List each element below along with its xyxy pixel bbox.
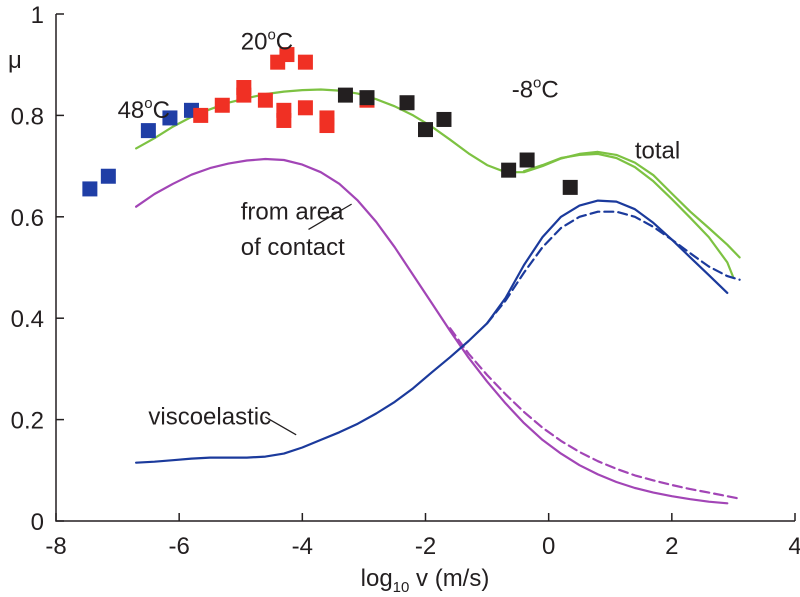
x-tick-label: -8: [45, 533, 66, 560]
y-tick-label: 0.8: [11, 103, 44, 130]
marker-minus8c: [501, 162, 517, 178]
marker-20c: [276, 102, 292, 118]
annotation-viscoelastic: viscoelastic: [148, 404, 271, 431]
annotation--8-c: -8oC: [512, 75, 559, 104]
marker-minus8c: [562, 179, 578, 195]
marker-minus8c: [519, 152, 535, 168]
marker-minus8c: [359, 90, 375, 106]
x-tick-label: -4: [292, 533, 313, 560]
curve-from-area-of-contact: [135, 157, 729, 505]
marker-48c: [162, 110, 178, 126]
marker-20c: [257, 92, 273, 108]
x-tick-label: -2: [415, 533, 436, 560]
marker-20c: [236, 80, 252, 96]
curve-total: [522, 152, 735, 279]
annotation-of-contact: of contact: [241, 234, 345, 261]
annotation-leader: [308, 203, 352, 231]
x-tick-label: 0: [542, 533, 555, 560]
annotations: 20oC 48oC -8oC total from area of contact visc…: [118, 26, 680, 436]
x-tick-label: 2: [665, 533, 678, 560]
curve-viscoelastic: [135, 199, 729, 464]
axis-frame: [55, 14, 795, 522]
marker-48c: [100, 168, 116, 184]
y-tick-label: 0.4: [11, 306, 44, 333]
y-axis-label: μ: [8, 47, 22, 74]
x-axis-label: log10 v (m/s): [361, 565, 490, 596]
marker-48c: [82, 181, 98, 197]
marker-48c: [140, 123, 156, 139]
marker-minus8c: [436, 111, 452, 127]
x-tick-label: 4: [788, 533, 800, 560]
marker-20c: [297, 54, 313, 70]
annotation-48-c: 48oC: [118, 95, 170, 124]
marker-20c: [297, 100, 313, 116]
curve-from-area-of-contact-dashed: [449, 327, 741, 500]
y-tick-label: 0.6: [11, 205, 44, 232]
marker-20c: [279, 47, 295, 63]
marker-20c: [214, 97, 230, 113]
marker-minus8c: [418, 122, 433, 138]
marker-20c: [193, 107, 209, 123]
y-tick-label: 0.2: [11, 408, 44, 435]
marker-minus8c: [337, 87, 353, 103]
annotation-total: total: [635, 137, 680, 164]
marker-minus8c: [399, 95, 415, 111]
annotation-20-c: 20oC: [241, 26, 293, 55]
y-tick-label: 0: [31, 509, 44, 536]
x-tick-label: -6: [168, 533, 189, 560]
axes: -8 -6 -4 -2 0 2 4 0 0.2 0.4 0.6 0.8 1: [11, 2, 800, 560]
data-markers: [82, 47, 578, 197]
marker-20c: [319, 110, 335, 126]
annotation-leader: [265, 416, 297, 436]
annotation-from-area: from area: [241, 198, 344, 225]
curve-viscoelastic-dashed: [486, 210, 741, 325]
y-tick-label: 1: [31, 2, 44, 29]
